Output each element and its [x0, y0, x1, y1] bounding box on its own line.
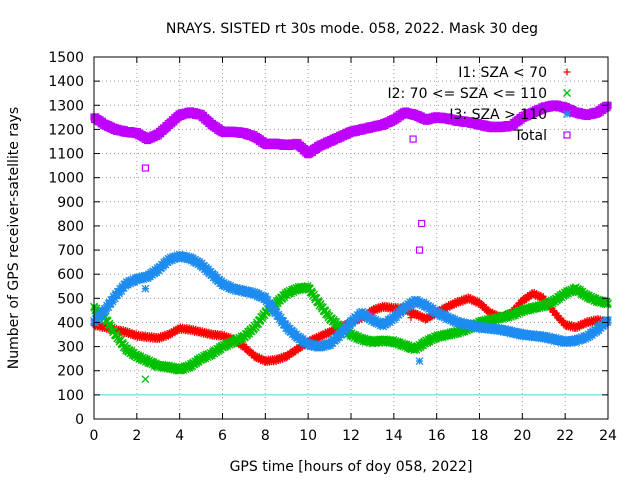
y-tick-label: 800 — [57, 219, 84, 235]
ticks: 0100200300400500600700800900100011001200… — [48, 50, 617, 444]
y-tick-label: 1300 — [48, 98, 84, 114]
outlier-point — [407, 314, 415, 322]
legend-label: I3: SZA > 110 — [449, 107, 547, 123]
legend-label: I1: SZA < 70 — [458, 65, 547, 81]
legend-marker — [563, 68, 571, 76]
series-4 — [90, 100, 612, 254]
x-tick-label: 8 — [261, 428, 270, 444]
outlier-point — [141, 164, 149, 172]
series-layer — [90, 100, 612, 384]
x-tick-label: 18 — [471, 428, 489, 444]
y-tick-label: 1200 — [48, 122, 84, 138]
legend-label: I2: 70 <= SZA <= 110 — [387, 86, 547, 102]
y-tick-label: 1500 — [48, 50, 84, 66]
y-tick-label: 700 — [57, 243, 84, 259]
outlier-point — [409, 135, 417, 143]
y-tick-label: 1100 — [48, 147, 84, 163]
x-tick-label: 4 — [175, 428, 184, 444]
outlier-point — [407, 345, 415, 353]
x-tick-label: 14 — [385, 428, 403, 444]
y-tick-label: 1400 — [48, 74, 84, 90]
x-tick-label: 10 — [299, 428, 317, 444]
x-tick-label: 20 — [513, 428, 531, 444]
y-tick-label: 0 — [75, 412, 84, 428]
x-tick-label: 22 — [556, 428, 574, 444]
y-tick-label: 600 — [57, 267, 84, 283]
x-tick-label: 0 — [90, 428, 99, 444]
y-tick-label: 200 — [57, 364, 84, 380]
legend: I1: SZA < 70 I2: 70 <= SZA <= 110 I3: SZA … — [387, 65, 571, 144]
legend-marker — [563, 89, 571, 97]
legend-marker — [563, 110, 571, 118]
outlier-point — [418, 219, 426, 228]
y-tick-label: 500 — [57, 291, 84, 307]
series-3 — [90, 250, 612, 366]
y-tick-label: 1000 — [48, 171, 84, 187]
x-axis-label: GPS time [hours of doy 058, 2022] — [230, 459, 473, 475]
outlier-point — [415, 357, 424, 366]
outlier-point — [141, 284, 150, 293]
x-tick-label: 24 — [599, 428, 617, 444]
y-tick-label: 300 — [57, 340, 84, 356]
legend-label: Total — [513, 128, 547, 144]
x-tick-label: 12 — [342, 428, 360, 444]
x-tick-label: 2 — [132, 428, 141, 444]
y-tick-label: 400 — [57, 315, 84, 331]
legend-marker — [563, 131, 571, 139]
chart-title: NRAYS. SISTED rt 30s mode. 058, 2022. Ma… — [166, 21, 538, 37]
outlier-point — [141, 375, 150, 384]
x-tick-label: 6 — [218, 428, 227, 444]
x-tick-label: 16 — [428, 428, 446, 444]
y-tick-label: 100 — [57, 388, 84, 404]
y-tick-label: 900 — [57, 195, 84, 211]
y-axis-label: Number of GPS receiver-satellite rays — [6, 107, 22, 369]
outlier-point — [415, 246, 424, 254]
